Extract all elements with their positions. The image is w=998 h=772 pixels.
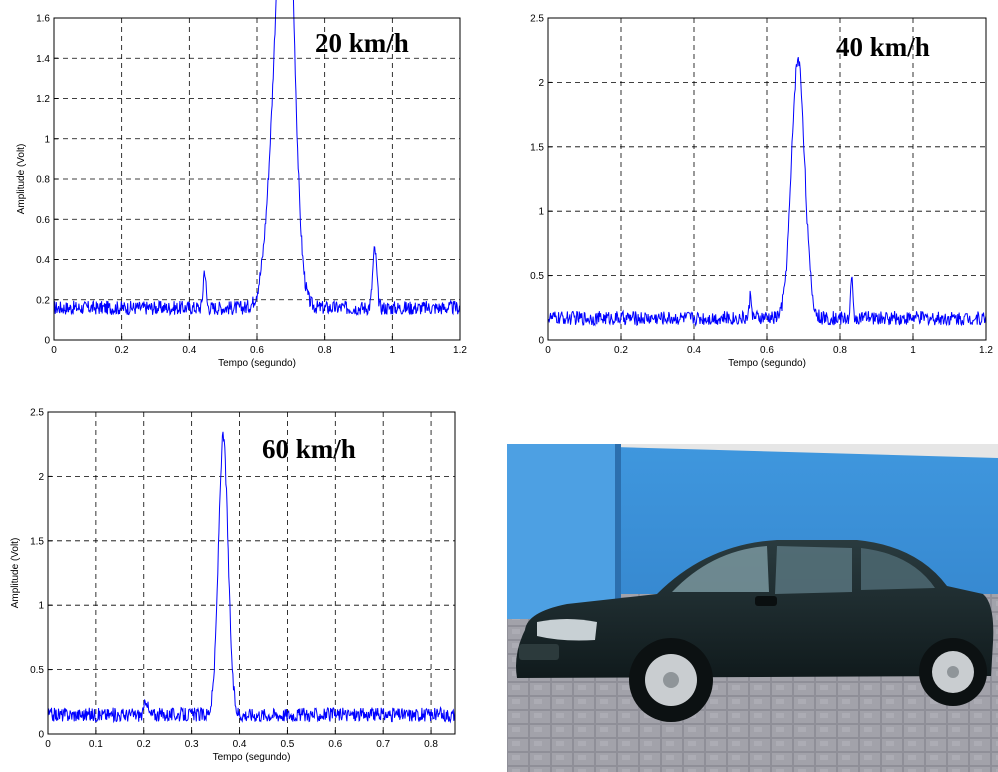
x-tick-label: 1 [390, 345, 396, 356]
car-shape [516, 540, 994, 722]
y-tick-label: 0.5 [530, 271, 544, 282]
y-tick-label: 0.4 [36, 255, 50, 266]
chart-20kmh: 0 0.2 0.4 0.6 0.8 1 1.2 0 0.2 0.4 0.6 0.8 1 1.2 1.4 1.6… [16, 0, 467, 369]
x-tick-label: 0.5 [280, 739, 294, 750]
speed-annotation: 20 km/h [315, 28, 409, 58]
y-tick-label: 0 [44, 336, 50, 347]
signal-line [53, 0, 461, 317]
y-tick-label: 0 [538, 336, 544, 347]
x-tick-label: 0.2 [137, 739, 151, 750]
x-tick-label: 0.6 [250, 345, 264, 356]
y-tick-label: 0.2 [36, 295, 50, 306]
chart-60kmh: 0 0.1 0.2 0.3 0.4 0.5 0.6 0.7 0.8 0 0.5 1 1.5 2 2.5 Tem… [10, 408, 456, 763]
y-tick-label: 2 [38, 472, 44, 483]
y-tick-label: 0 [38, 730, 44, 741]
signal-line [547, 56, 987, 328]
x-tick-label: 1.2 [453, 345, 467, 356]
x-tick-label: 0.8 [318, 345, 332, 356]
car-photo [507, 444, 998, 772]
x-tick-label: 0.4 [687, 345, 701, 356]
y-tick-label: 1.4 [36, 54, 50, 65]
y-tick-label: 0.8 [36, 175, 50, 186]
y-axis-label: Amplitude (Volt) [520, 144, 521, 215]
x-tick-label: 0.6 [328, 739, 342, 750]
x-tick-label: 0 [45, 739, 51, 750]
x-tick-label: 0.7 [376, 739, 390, 750]
x-tick-label: 0.4 [233, 739, 247, 750]
x-tick-label: 0 [545, 345, 551, 356]
x-tick-label: 0.2 [115, 345, 129, 356]
y-tick-label: 1 [44, 134, 50, 145]
y-tick-label: 1.2 [36, 94, 50, 105]
y-tick-label: 1.6 [36, 14, 50, 25]
y-tick-label: 2.5 [30, 408, 44, 419]
x-axis-label: Tempo (segundo) [218, 358, 296, 369]
x-tick-label: 0.8 [424, 739, 438, 750]
x-tick-label: 0.2 [614, 345, 628, 356]
y-tick-label: 2.5 [530, 14, 544, 25]
y-tick-label: 1.5 [530, 142, 544, 153]
plot-frame [47, 411, 456, 735]
chart-40kmh: 0 0.2 0.4 0.6 0.8 1 1.2 0 0.5 1 1.5 2 2.5 Tempo (segu… [520, 14, 993, 370]
x-tick-label: 0.1 [89, 739, 103, 750]
x-tick-label: 0.3 [185, 739, 199, 750]
y-tick-label: 0.5 [30, 665, 44, 676]
x-tick-label: 1.2 [979, 345, 993, 356]
y-axis-label: Amplitude (Volt) [16, 144, 27, 215]
y-tick-label: 1 [538, 207, 544, 218]
x-axis-label: Tempo (segundo) [213, 752, 291, 763]
y-tick-label: 1.5 [30, 536, 44, 547]
speed-annotation: 40 km/h [836, 32, 930, 62]
speed-annotation: 60 km/h [262, 434, 356, 464]
y-axis-label: Amplitude (Volt) [10, 538, 21, 609]
x-tick-label: 0.6 [760, 345, 774, 356]
y-tick-label: 2 [538, 78, 544, 89]
x-axis-label: Tempo (segundo) [728, 358, 806, 369]
signal-line [47, 431, 456, 724]
x-tick-label: 0 [51, 345, 57, 356]
x-tick-label: 1 [910, 345, 916, 356]
x-tick-label: 0.4 [182, 345, 196, 356]
y-tick-label: 1 [38, 601, 44, 612]
y-tick-label: 0.6 [36, 215, 50, 226]
x-tick-label: 0.8 [833, 345, 847, 356]
